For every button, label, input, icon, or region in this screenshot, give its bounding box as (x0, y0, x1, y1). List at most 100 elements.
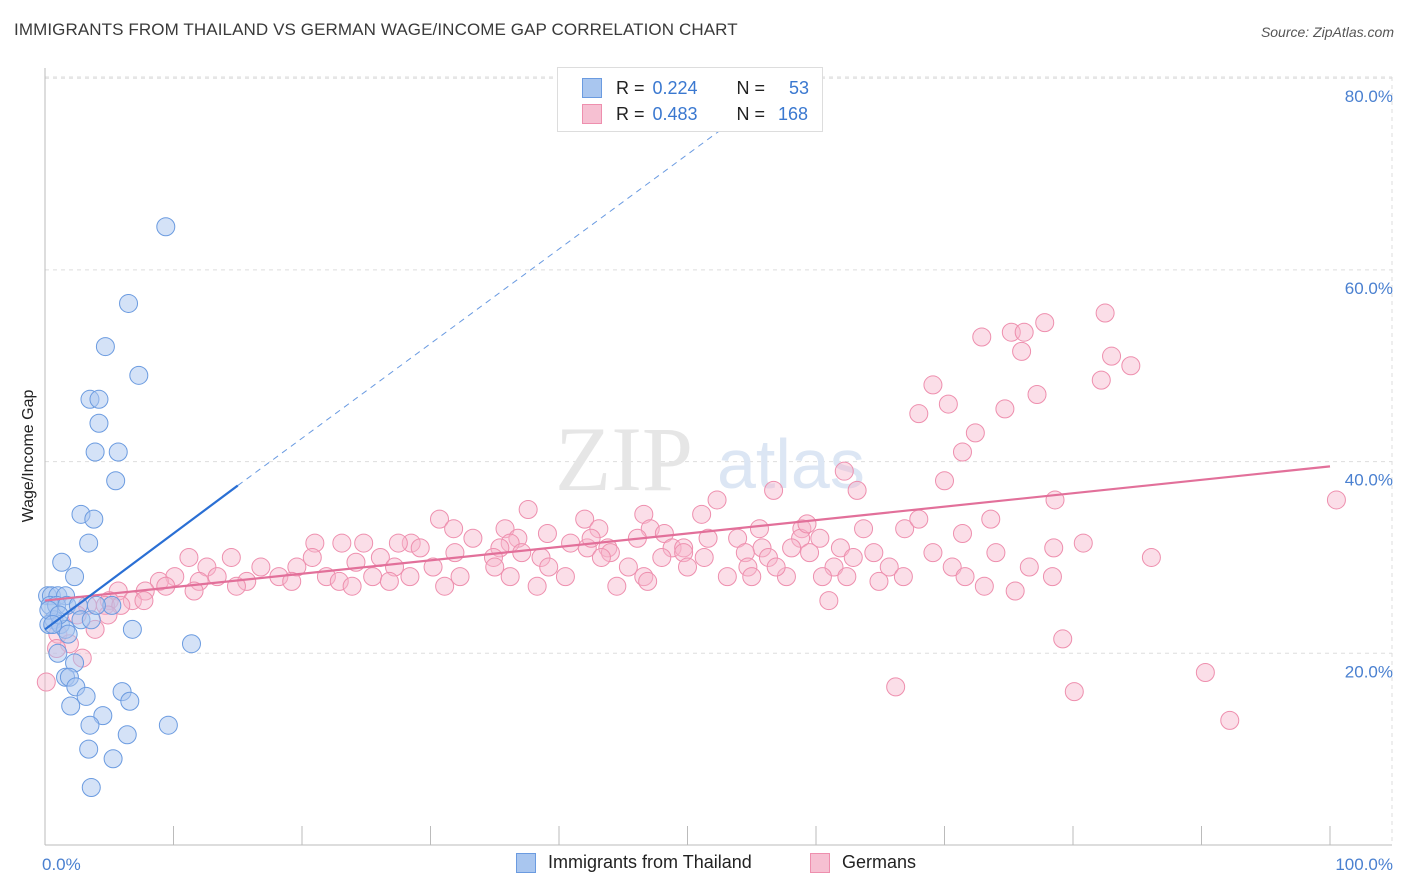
germans-point (512, 543, 532, 563)
germans-point (1044, 538, 1064, 558)
germans-point (742, 567, 762, 587)
y-tick-label: 80.0% (1345, 87, 1393, 106)
germans-point (864, 543, 884, 563)
germans-point (698, 528, 718, 548)
thailand-point (76, 686, 96, 706)
legend-swatch-blue (516, 852, 536, 873)
germans-point (893, 567, 913, 587)
germans-point (692, 504, 712, 524)
germans-point (972, 327, 992, 347)
germans-point (1035, 313, 1055, 333)
thailand-point (103, 749, 123, 769)
thailand-point (80, 715, 100, 735)
watermark-atlas: atlas (717, 425, 865, 503)
germans-point (652, 547, 672, 567)
germans-point (995, 399, 1015, 419)
germans-point (363, 567, 383, 587)
legend-item-germans: Germans (810, 852, 916, 873)
thailand-point (58, 624, 78, 644)
thailand-point (119, 293, 139, 313)
thailand-point (108, 442, 128, 462)
thailand-point (48, 643, 68, 663)
germans-point (539, 557, 559, 577)
germans-point (847, 480, 867, 500)
germans-point (952, 442, 972, 462)
germans-point (738, 557, 758, 577)
germans-point (561, 533, 581, 553)
germans-point (830, 538, 850, 558)
germans-point (923, 375, 943, 395)
germans-point (600, 543, 620, 563)
legend-row-thailand: R = 0.224 N = 53 (582, 75, 819, 101)
legend-r-label: R = (616, 77, 645, 98)
germans-point (707, 490, 727, 510)
germans-point (886, 677, 906, 697)
germans-point (179, 547, 199, 567)
germans-point (974, 576, 994, 596)
germans-point (797, 514, 817, 534)
germans-point (895, 519, 915, 539)
germans-point (1064, 682, 1084, 702)
axes (44, 68, 1392, 846)
thailand-point (93, 706, 113, 726)
thailand-point (122, 619, 142, 639)
germans-point (591, 547, 611, 567)
germans-point (589, 519, 609, 539)
germans-point (423, 557, 443, 577)
germans-point (766, 557, 786, 577)
thailand-point (81, 777, 101, 797)
thailand-point (181, 634, 201, 654)
germans-point (1042, 567, 1062, 587)
thailand-point (158, 715, 178, 735)
germans-point (662, 538, 682, 558)
germans-point (782, 538, 802, 558)
germans-point (1195, 662, 1215, 682)
germans-point (332, 533, 352, 553)
legend-swatch-pink (582, 104, 602, 124)
thailand-point (86, 595, 106, 615)
legend-label-thailand: Immigrants from Thailand (548, 852, 752, 872)
germans-point (800, 543, 820, 563)
legend-row-germans: R = 0.483 N = 168 (582, 101, 813, 127)
germans-point (287, 557, 307, 577)
germans-point (764, 480, 784, 500)
germans-point (965, 423, 985, 443)
thailand-point (106, 471, 126, 491)
germans-point (555, 567, 575, 587)
y-tick-label: 60.0% (1345, 279, 1393, 298)
legend-n-label: N = (736, 77, 766, 98)
thailand-point (120, 691, 140, 711)
thailand-trend-line (44, 484, 239, 631)
germans-point (388, 533, 408, 553)
legend-r-value: 0.483 (652, 103, 698, 124)
germans-point (1326, 490, 1346, 510)
chart-title: IMMIGRANTS FROM THAILAND VS GERMAN WAGE/… (14, 20, 738, 39)
germans-point (1121, 356, 1141, 376)
thailand-point (52, 552, 72, 572)
thailand-point (61, 696, 81, 716)
source-label: Source: ZipAtlas.com (1260, 24, 1394, 40)
germans-point (776, 567, 796, 587)
germans-point (674, 538, 694, 558)
thailand-point (117, 725, 137, 745)
grid-lines (45, 76, 1393, 845)
germans-trend-line (44, 465, 1331, 602)
germans-point (450, 567, 470, 587)
thailand-point (85, 442, 105, 462)
germans-point (810, 528, 830, 548)
germans-point (429, 509, 449, 529)
germans-point (618, 557, 638, 577)
germans-point (342, 576, 362, 596)
thailand-trend-extension (237, 116, 740, 486)
germans-point (500, 567, 520, 587)
germans-point (410, 538, 430, 558)
germans-point (329, 571, 349, 591)
germans-point (1053, 629, 1073, 649)
y-tick-label: 20.0% (1345, 662, 1393, 681)
germans-point (302, 547, 322, 567)
germans-point (981, 509, 1001, 529)
germans-point (923, 543, 943, 563)
germans-point (527, 576, 547, 596)
legend-r-value: 0.224 (652, 77, 698, 98)
germans-point (843, 547, 863, 567)
